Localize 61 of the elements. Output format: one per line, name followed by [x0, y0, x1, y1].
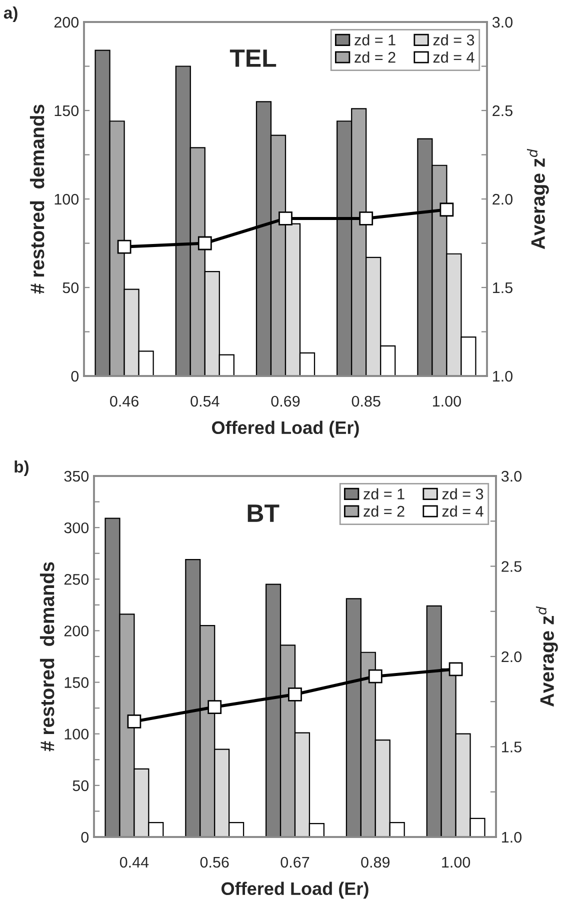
- y2-tick-label: 2.5: [502, 561, 522, 572]
- text: b): [14, 460, 28, 476]
- y2-tick-label: 2.0: [492, 194, 512, 205]
- point: [117, 240, 132, 254]
- y-tick-label: 350: [64, 470, 89, 482]
- legend-label: zd = 2: [364, 506, 404, 517]
- x-axis-title: Offered Load (Er): [212, 420, 359, 438]
- y2-axis-title: Average z$^{d}$: [526, 148, 549, 250]
- y-axis-title: # restored demands: [30, 104, 44, 294]
- y-tick-label: 200: [54, 16, 79, 28]
- point: [198, 236, 212, 250]
- y2-tick-label: 1.5: [502, 742, 522, 752]
- y-tick-label: 0: [71, 370, 79, 382]
- y-tick-label: 100: [54, 194, 79, 205]
- y-axis-title: # restored demands: [40, 562, 54, 752]
- y2-tick-label: 2.5: [492, 105, 512, 116]
- point: [440, 202, 454, 217]
- x-tick-label: 0.69: [271, 396, 300, 407]
- legend-label: zd = 4: [433, 52, 474, 63]
- y-tick-label: 250: [64, 574, 89, 585]
- x-tick-label: 0.44: [120, 856, 149, 868]
- x-tick-label: 0.56: [200, 856, 229, 868]
- y2-tick-label: 3.0: [501, 470, 522, 482]
- point: [448, 662, 463, 676]
- y-tick-label: 150: [64, 677, 89, 688]
- y2-tick-label: 1.0: [493, 370, 512, 382]
- x-tick-label: 1.00: [442, 856, 470, 868]
- y-tick-label: 50: [62, 282, 79, 294]
- y2-tick-label: 2.0: [502, 651, 522, 662]
- legend-label: zd = 4: [442, 506, 484, 517]
- x-axis-title: Offered Load (Er): [222, 882, 368, 899]
- legend-label: zd = 1: [364, 488, 404, 500]
- y2-axis-title: Average z$^{d}$: [536, 606, 558, 707]
- point: [278, 212, 292, 226]
- y2-tick-label: 3.0: [492, 16, 512, 28]
- y-tick-label: 0: [81, 832, 89, 843]
- legend-label: zd = 1: [354, 34, 396, 46]
- point: [288, 687, 302, 702]
- y2-tick-label: 1.5: [493, 282, 512, 294]
- x-tick-label: 0.85: [352, 396, 380, 407]
- y-tick-label: 300: [64, 522, 89, 534]
- x-tick-label: 0.67: [280, 856, 310, 868]
- text: a): [4, 6, 18, 22]
- x-tick-label: 0.54: [190, 396, 220, 407]
- text: TEL: [230, 50, 276, 67]
- y-tick-label: 200: [64, 626, 89, 636]
- y-tick-label: 150: [54, 105, 79, 116]
- point: [359, 212, 374, 226]
- x-tick-label: 0.46: [110, 396, 138, 407]
- y2-tick-label: 1.0: [502, 832, 522, 843]
- y-tick-label: 50: [72, 780, 89, 792]
- point: [127, 714, 142, 728]
- point: [208, 700, 222, 714]
- x-tick-label: 0.89: [361, 856, 390, 868]
- legend-label: zd = 3: [442, 488, 484, 500]
- text: BT: [248, 504, 280, 522]
- x-tick-label: 1.00: [433, 396, 461, 407]
- y-tick-label: 100: [64, 728, 89, 740]
- legend-label: zd = 2: [354, 52, 396, 63]
- point: [368, 669, 382, 684]
- legend-label: zd = 3: [433, 34, 474, 46]
